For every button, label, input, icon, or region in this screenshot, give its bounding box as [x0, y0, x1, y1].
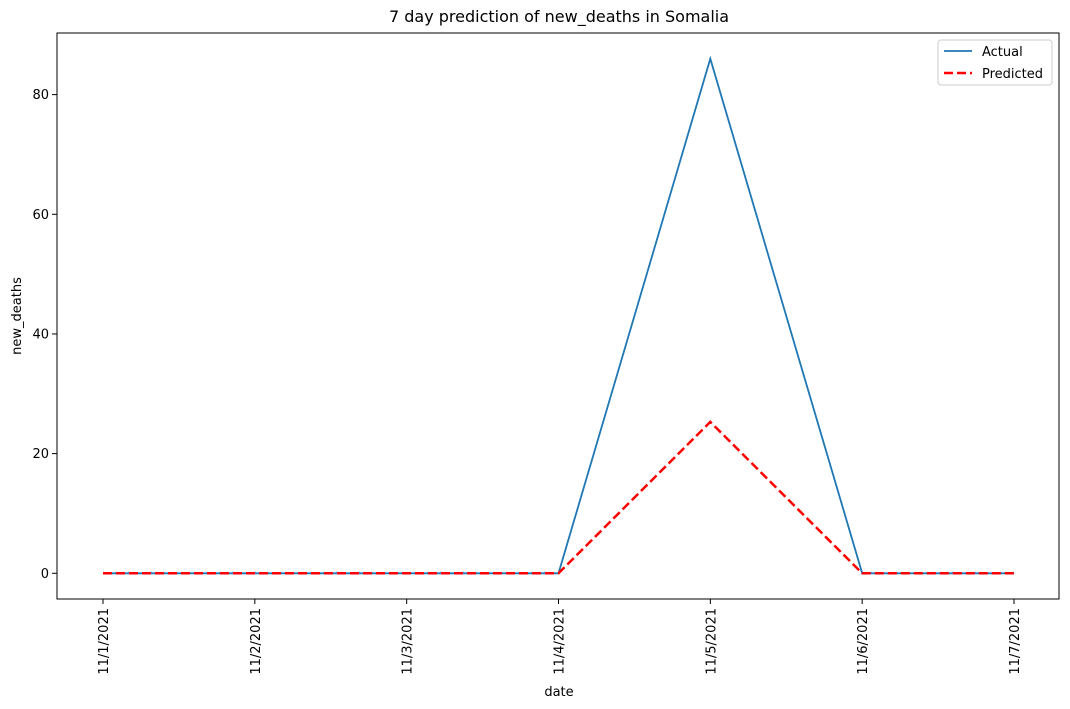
plot-area: [56, 32, 1060, 600]
y-tick-label: 80: [32, 88, 49, 103]
x-tick-label: 11/5/2021: [704, 608, 719, 675]
y-tick-label: 0: [41, 567, 49, 582]
x-tick-label: 11/1/2021: [97, 608, 112, 675]
x-tick-label: 11/7/2021: [1008, 608, 1023, 675]
x-axis: 11/1/2021 11/2/2021 11/3/2021 11/4/2021 11/5…: [97, 599, 1023, 675]
legend: Actual Predicted: [937, 39, 1053, 86]
legend-label-actual: Actual: [982, 45, 1023, 60]
y-axis: 0 20 40 60 80: [32, 88, 57, 582]
x-axis-title: date: [544, 685, 573, 700]
series-layer: [103, 55, 1014, 575]
legend-label-predicted: Predicted: [982, 67, 1043, 82]
x-tick-label: 11/6/2021: [856, 608, 871, 675]
x-tick-label: 11/2/2021: [249, 608, 264, 675]
y-axis-title: new_deaths: [10, 277, 25, 355]
y-tick-label: 60: [32, 208, 49, 223]
x-tick-label: 11/4/2021: [553, 608, 568, 675]
chart-title: 7 day prediction of new_deaths in Somali…: [389, 7, 729, 27]
y-tick-label: 40: [32, 327, 49, 342]
series-line-actual: [103, 55, 1014, 575]
series-line-predicted: [103, 420, 1014, 575]
y-tick-label: 20: [32, 447, 49, 462]
x-tick-label: 11/3/2021: [401, 608, 416, 675]
plot-frame: [56, 32, 1060, 600]
